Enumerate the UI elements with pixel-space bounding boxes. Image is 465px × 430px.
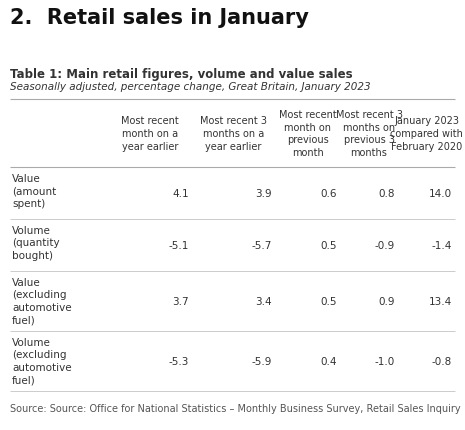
Text: 3.7: 3.7 [173, 296, 189, 306]
Text: -1.0: -1.0 [375, 356, 395, 366]
Text: 0.5: 0.5 [320, 240, 337, 250]
Text: 13.4: 13.4 [429, 296, 452, 306]
Text: -5.9: -5.9 [252, 356, 272, 366]
Text: -0.9: -0.9 [375, 240, 395, 250]
Text: 3.4: 3.4 [255, 296, 272, 306]
Text: 0.6: 0.6 [320, 189, 337, 199]
Text: -0.8: -0.8 [432, 356, 452, 366]
Text: 0.5: 0.5 [320, 296, 337, 306]
Text: January 2023
compared with
February 2020: January 2023 compared with February 2020 [390, 116, 463, 151]
Text: Most recent
month on a
year earlier: Most recent month on a year earlier [121, 116, 179, 151]
Text: 0.9: 0.9 [379, 296, 395, 306]
Text: Value
(amount
spent): Value (amount spent) [12, 174, 56, 208]
Text: -1.4: -1.4 [432, 240, 452, 250]
Text: 3.9: 3.9 [255, 189, 272, 199]
Text: -5.7: -5.7 [252, 240, 272, 250]
Text: Most recent 3
months on a
year earlier: Most recent 3 months on a year earlier [200, 116, 267, 151]
Text: Volume
(excluding
automotive
fuel): Volume (excluding automotive fuel) [12, 337, 72, 384]
Text: 4.1: 4.1 [173, 189, 189, 199]
Text: Table 1: Main retail figures, volume and value sales: Table 1: Main retail figures, volume and… [10, 68, 352, 81]
Text: 0.8: 0.8 [379, 189, 395, 199]
Text: Most recent
month on
previous
month: Most recent month on previous month [279, 110, 336, 158]
Text: Source: Source: Office for National Statistics – Monthly Business Survey, Retail: Source: Source: Office for National Stat… [10, 403, 461, 413]
Text: Value
(excluding
automotive
fuel): Value (excluding automotive fuel) [12, 277, 72, 325]
Text: 0.4: 0.4 [320, 356, 337, 366]
Text: 14.0: 14.0 [429, 189, 452, 199]
Text: -5.1: -5.1 [169, 240, 189, 250]
Text: Seasonally adjusted, percentage change, Great Britain, January 2023: Seasonally adjusted, percentage change, … [10, 82, 371, 92]
Text: -5.3: -5.3 [169, 356, 189, 366]
Text: 2.  Retail sales in January: 2. Retail sales in January [10, 8, 309, 28]
Text: Volume
(quantity
bought): Volume (quantity bought) [12, 225, 60, 260]
Text: Most recent 3
months on
previous 3
months: Most recent 3 months on previous 3 month… [336, 110, 403, 158]
